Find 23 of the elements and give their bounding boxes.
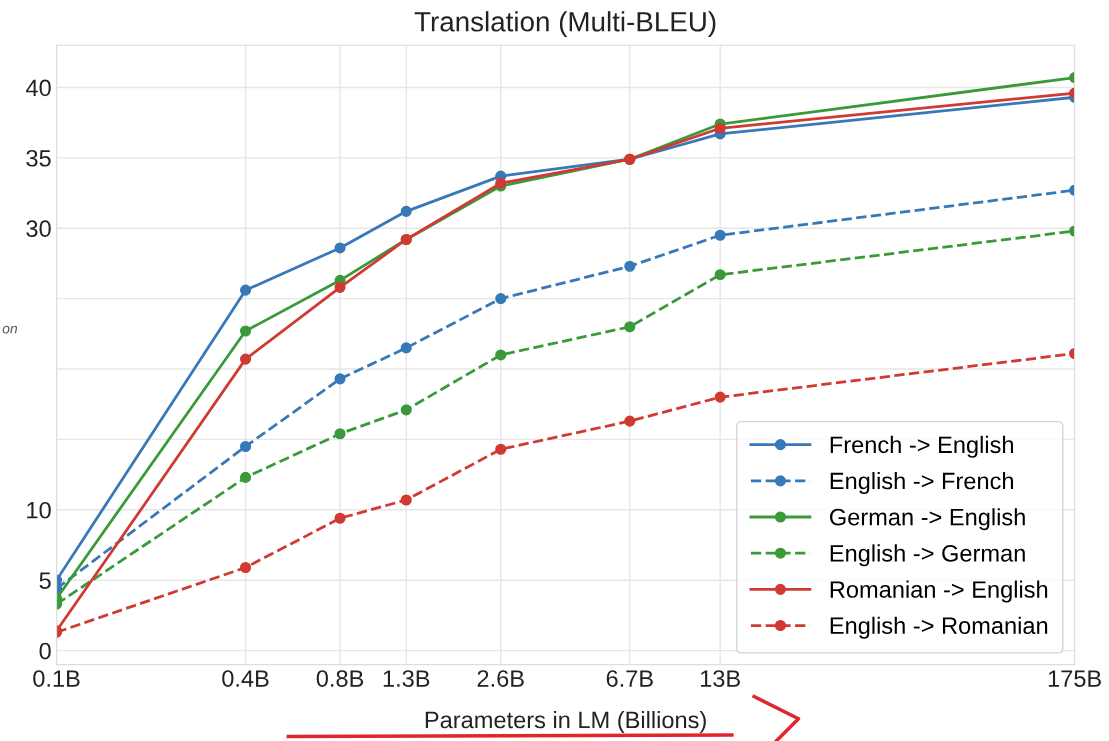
x-tick-label: 6.7B — [606, 670, 653, 687]
x-tick-label: 1.3B — [383, 670, 430, 687]
y-tick-label: 0 — [39, 642, 51, 660]
x-tick-label: 0.4B — [222, 670, 269, 687]
legend-label: English -> German — [830, 544, 1025, 567]
legend-label: French -> English — [830, 435, 1013, 458]
x-tick-label: 0.8B — [316, 670, 364, 687]
y-tick-label: 10 — [27, 501, 51, 519]
y-tick-label: 35 — [26, 149, 51, 167]
legend-label: German -> English — [830, 508, 1025, 531]
chart-title: Translation (Multi-BLEU) — [414, 11, 716, 38]
y-tick-label: 5 — [39, 572, 51, 589]
y-tick-label: 30 — [26, 220, 51, 238]
legend-label: English -> French — [830, 471, 1013, 494]
x-tick-label: 13B — [700, 670, 740, 687]
x-axis-title: Parameters in LM (Billions) — [425, 710, 706, 733]
x-tick-label: 2.6B — [477, 670, 524, 687]
text: on — [2, 325, 18, 334]
legend-label: English -> Romanian — [830, 616, 1048, 639]
legend-label: Romanian -> English — [830, 580, 1048, 603]
x-tick-label: 0.1B — [33, 670, 80, 687]
y-tick-label: 40 — [25, 79, 51, 97]
x-tick-label: 175B — [1048, 670, 1101, 687]
